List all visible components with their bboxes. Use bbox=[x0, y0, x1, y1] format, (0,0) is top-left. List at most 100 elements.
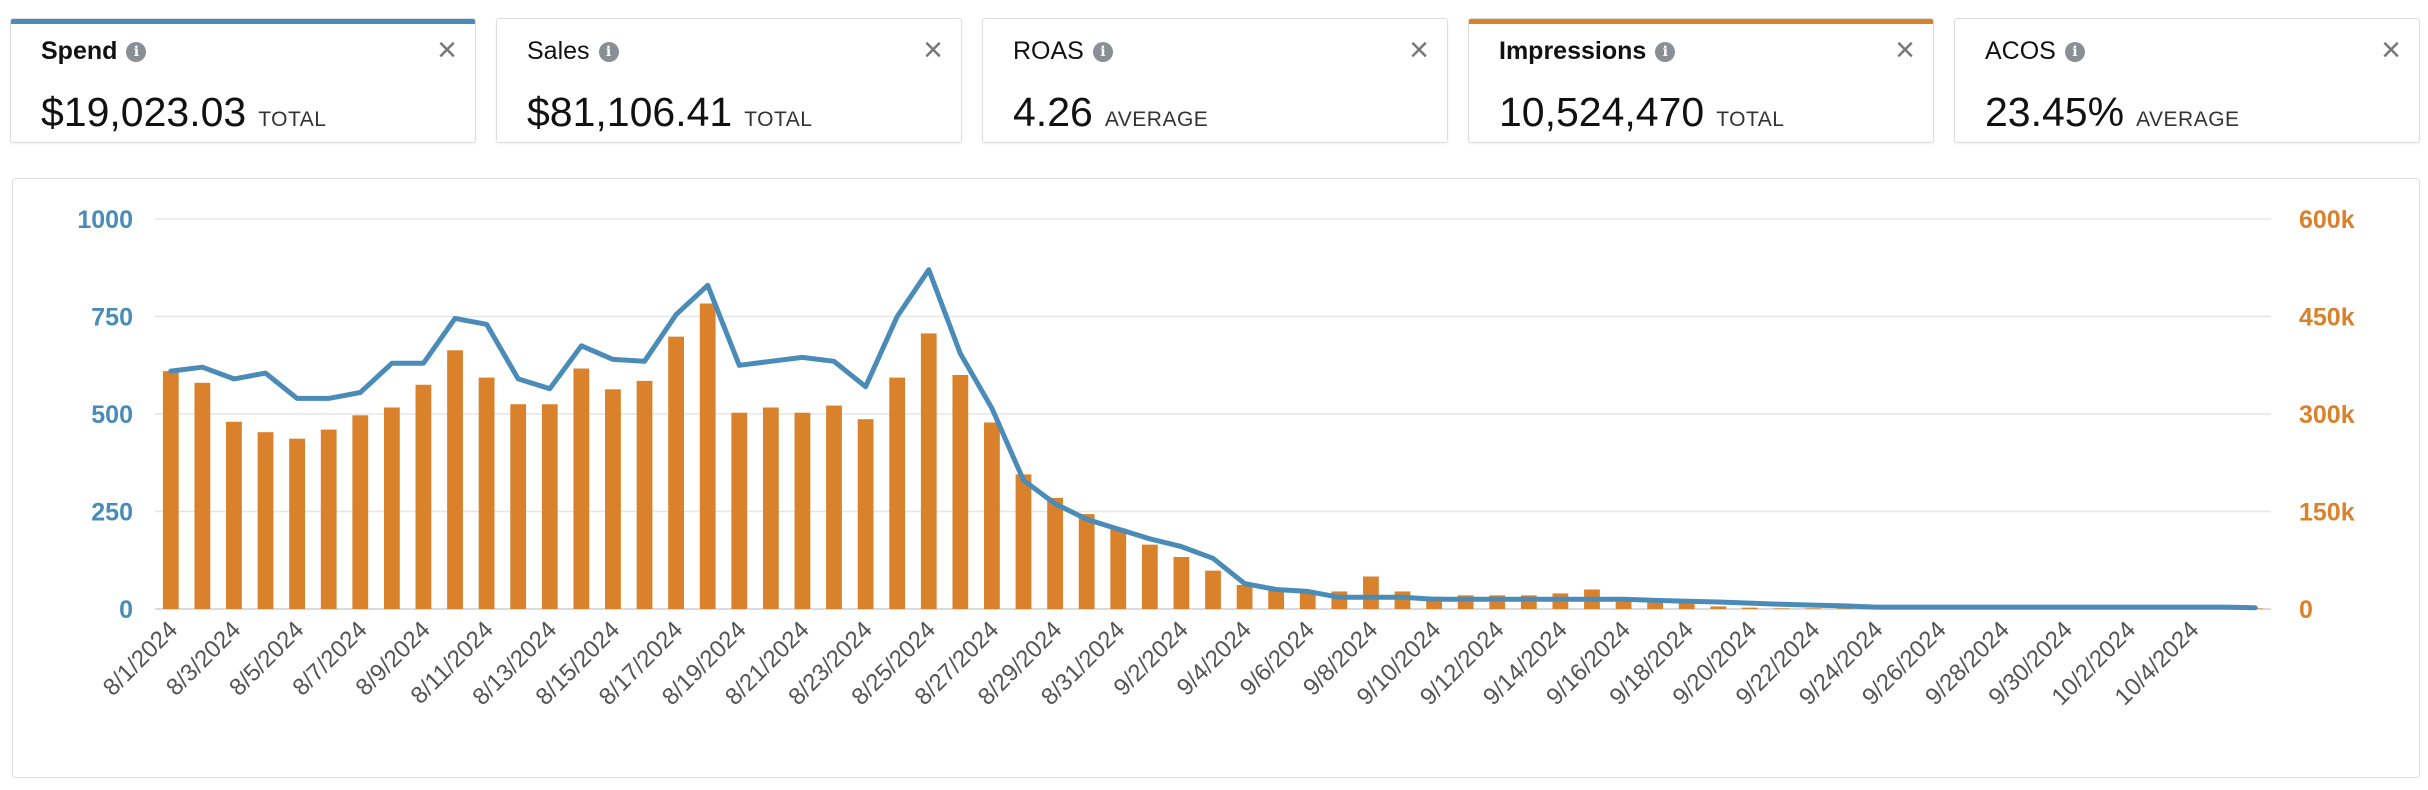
impressions-bar bbox=[1615, 597, 1632, 609]
info-icon[interactable]: i bbox=[1655, 41, 1676, 62]
impressions-bar bbox=[636, 380, 653, 609]
metric-card-spend[interactable]: Spend i × $19,023.03 TOTAL bbox=[10, 18, 476, 143]
impressions-bar bbox=[984, 422, 1000, 609]
impressions-bar bbox=[857, 419, 874, 609]
impressions-bar bbox=[1078, 514, 1095, 609]
card-aggregation: AVERAGE bbox=[1104, 108, 1209, 131]
metric-card-impressions[interactable]: Impressions i × 10,524,470 TOTAL bbox=[1468, 18, 1934, 143]
impressions-bar bbox=[257, 432, 274, 609]
card-value: 23.45% bbox=[1985, 89, 2125, 135]
metric-cards: Spend i × $19,023.03 TOTAL Sales i × $81,… bbox=[10, 18, 2420, 145]
impressions-bar bbox=[1742, 607, 1758, 609]
info-icon[interactable]: i bbox=[126, 41, 147, 62]
card-title: Sales i bbox=[527, 37, 619, 66]
metric-card-roas[interactable]: ROAS i × 4.26 AVERAGE bbox=[982, 18, 1448, 143]
close-icon[interactable]: × bbox=[1895, 31, 1915, 69]
y-right-tick-label: 600k bbox=[2299, 206, 2355, 234]
close-icon[interactable]: × bbox=[2381, 31, 2401, 69]
impressions-bar bbox=[1015, 474, 1032, 609]
impressions-bar bbox=[731, 412, 748, 609]
impressions-bar bbox=[1047, 497, 1063, 609]
impressions-bar bbox=[920, 333, 937, 609]
card-accent-bar bbox=[983, 19, 1447, 24]
card-title: ACOS i bbox=[1985, 37, 2085, 66]
impressions-bar bbox=[1205, 570, 1221, 609]
impressions-bar bbox=[1173, 557, 1190, 609]
card-value-row: $19,023.03 TOTAL bbox=[41, 89, 326, 136]
card-aggregation: AVERAGE bbox=[2136, 108, 2240, 131]
card-title: ROAS i bbox=[1013, 37, 1113, 66]
impressions-bar bbox=[1363, 576, 1379, 609]
impressions-bar bbox=[1141, 544, 1158, 609]
y-left-tick-label: 500 bbox=[91, 401, 133, 429]
info-icon[interactable]: i bbox=[1092, 41, 1113, 62]
impressions-bar bbox=[541, 404, 558, 609]
impressions-bar bbox=[826, 405, 842, 609]
impressions-bar bbox=[1299, 592, 1316, 609]
card-accent-bar bbox=[1955, 19, 2419, 24]
card-value-row: $81,106.41 TOTAL bbox=[527, 89, 812, 136]
impressions-bar bbox=[1394, 591, 1411, 609]
impressions-bar bbox=[668, 336, 684, 609]
impressions-bar bbox=[1647, 599, 1664, 609]
impressions-bar bbox=[794, 412, 811, 609]
impressions-bar bbox=[1773, 608, 1790, 609]
card-accent-bar bbox=[497, 19, 961, 24]
impressions-bar bbox=[162, 371, 179, 609]
card-label: ROAS bbox=[1013, 37, 1084, 65]
y-right-tick-label: 150k bbox=[2299, 499, 2355, 527]
card-value: 4.26 bbox=[1013, 89, 1093, 135]
card-value: 10,524,470 bbox=[1499, 89, 1705, 135]
info-icon[interactable]: i bbox=[2064, 41, 2085, 62]
impressions-bar bbox=[478, 377, 495, 609]
card-label: Spend bbox=[41, 37, 118, 65]
impressions-bar bbox=[352, 415, 369, 609]
impressions-bar bbox=[699, 303, 716, 609]
y-left-tick-label: 1000 bbox=[77, 206, 133, 234]
impressions-bar bbox=[383, 407, 400, 609]
card-title: Impressions i bbox=[1499, 37, 1676, 66]
card-title: Spend i bbox=[41, 37, 147, 66]
impressions-bar bbox=[194, 382, 211, 609]
impressions-bar bbox=[573, 368, 590, 609]
card-accent-bar bbox=[11, 19, 475, 24]
impressions-bar bbox=[1710, 606, 1727, 609]
impressions-bar bbox=[762, 407, 779, 609]
impressions-bar bbox=[1268, 587, 1285, 609]
card-aggregation: TOTAL bbox=[258, 108, 327, 131]
impressions-bar bbox=[447, 350, 463, 609]
metric-card-acos[interactable]: ACOS i × 23.45% AVERAGE bbox=[1954, 18, 2420, 143]
card-label: Impressions bbox=[1499, 37, 1647, 65]
impressions-bar bbox=[889, 377, 906, 609]
card-value-row: 4.26 AVERAGE bbox=[1013, 89, 1208, 136]
y-left-tick-label: 250 bbox=[91, 499, 133, 527]
impressions-bar bbox=[1110, 528, 1127, 609]
card-label: Sales bbox=[527, 37, 590, 65]
impressions-bar bbox=[1678, 602, 1695, 609]
impressions-bar bbox=[952, 375, 969, 609]
impressions-bar bbox=[1236, 584, 1253, 609]
y-right-tick-label: 300k bbox=[2299, 401, 2355, 429]
close-icon[interactable]: × bbox=[1409, 31, 1429, 69]
close-icon[interactable]: × bbox=[437, 31, 457, 69]
impressions-bar bbox=[320, 429, 337, 609]
card-label: ACOS bbox=[1985, 37, 2056, 65]
chart-panel: 0 250 500 750 1000 0 150k 300k 450k 600k 8/1/2024 8… bbox=[12, 178, 2420, 778]
impressions-bar bbox=[605, 389, 621, 609]
card-value-row: 23.45% AVERAGE bbox=[1985, 89, 2240, 136]
card-value: $81,106.41 bbox=[527, 89, 733, 135]
card-value-row: 10,524,470 TOTAL bbox=[1499, 89, 1784, 136]
spend-line bbox=[168, 267, 2258, 611]
impressions-bar bbox=[510, 404, 527, 609]
impressions-bar bbox=[226, 421, 242, 609]
info-icon[interactable]: i bbox=[598, 41, 619, 62]
close-icon[interactable]: × bbox=[923, 31, 943, 69]
card-accent-bar bbox=[1469, 19, 1933, 24]
card-aggregation: TOTAL bbox=[1716, 108, 1785, 131]
impressions-bar bbox=[1836, 608, 1853, 609]
metric-card-sales[interactable]: Sales i × $81,106.41 TOTAL bbox=[496, 18, 962, 143]
impressions-bar bbox=[289, 438, 306, 609]
performance-chart[interactable]: 025050075010000150k300k450k600k8/1/20248… bbox=[13, 179, 2419, 777]
card-value: $19,023.03 bbox=[41, 89, 247, 135]
y-right-tick-label: 450k bbox=[2299, 304, 2355, 332]
